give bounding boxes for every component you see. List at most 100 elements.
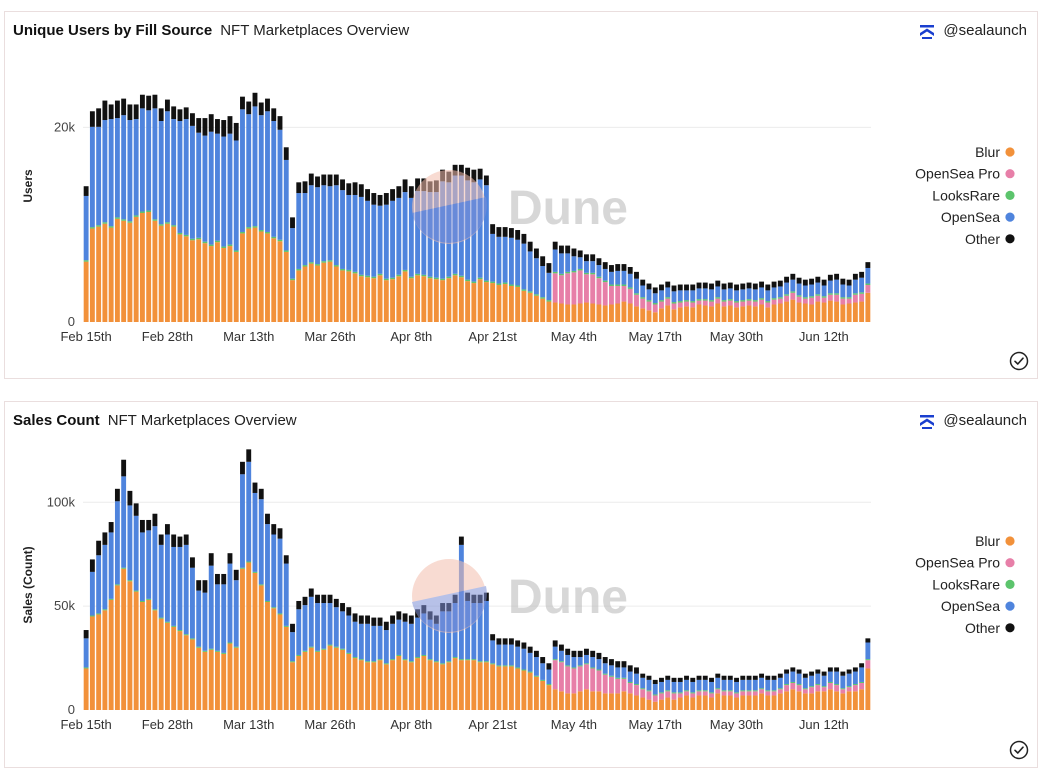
bar-segment-blur[interactable]: [265, 602, 270, 710]
bar-segment-blur[interactable]: [552, 689, 558, 710]
bar-segment-other[interactable]: [852, 273, 858, 280]
bar-segment-blur[interactable]: [283, 251, 289, 322]
bar-segment-looksrare[interactable]: [346, 269, 352, 272]
bar-segment-opensea[interactable]: [727, 679, 733, 691]
bar-segment-other[interactable]: [634, 271, 639, 279]
bar-segment-other[interactable]: [477, 168, 483, 180]
bar-segment-other[interactable]: [458, 536, 464, 545]
bar-segment-blur[interactable]: [690, 307, 696, 322]
bar-segment-blur[interactable]: [333, 266, 339, 322]
bar-segment-other[interactable]: [671, 285, 677, 292]
bar-segment-other[interactable]: [796, 277, 802, 284]
bar-segment-blur[interactable]: [746, 695, 752, 710]
bar-segment-opensea[interactable]: [771, 679, 777, 691]
bar-segment-opensea[interactable]: [102, 544, 108, 610]
bar-segment-other[interactable]: [677, 284, 683, 291]
bar-segment-looksrare[interactable]: [790, 681, 796, 683]
bar-segment-opensea[interactable]: [352, 194, 358, 272]
bar-segment-blur[interactable]: [227, 246, 233, 322]
bar-segment-looksrare[interactable]: [152, 219, 158, 221]
bar-segment-opensea[interactable]: [358, 623, 364, 660]
bar-segment-opensea-pro[interactable]: [865, 285, 871, 293]
bar-segment-blur[interactable]: [671, 699, 677, 710]
bar-segment-blur[interactable]: [734, 697, 739, 710]
bar-segment-other[interactable]: [240, 96, 245, 110]
bar-segment-opensea[interactable]: [834, 671, 840, 685]
bar-segment-opensea[interactable]: [665, 287, 671, 298]
bar-segment-other[interactable]: [383, 193, 389, 205]
bar-segment-looksrare[interactable]: [215, 650, 220, 652]
bar-segment-looksrare[interactable]: [377, 273, 383, 276]
bar-segment-looksrare[interactable]: [221, 652, 227, 654]
bar-segment-other[interactable]: [634, 667, 639, 674]
bar-segment-looksrare[interactable]: [640, 297, 646, 299]
bar-segment-blur[interactable]: [615, 303, 621, 322]
bar-segment-other[interactable]: [465, 167, 471, 181]
bar-segment-blur[interactable]: [396, 656, 402, 710]
bar-segment-looksrare[interactable]: [527, 291, 533, 293]
bar-segment-opensea[interactable]: [139, 532, 145, 601]
bar-segment-looksrare[interactable]: [271, 607, 277, 609]
bar-segment-looksrare[interactable]: [727, 299, 733, 301]
bar-segment-other[interactable]: [302, 596, 308, 606]
bar-segment-other[interactable]: [190, 557, 195, 568]
bar-segment-blur[interactable]: [702, 305, 708, 322]
bar-segment-blur[interactable]: [827, 300, 833, 322]
bar-segment-blur[interactable]: [208, 246, 214, 322]
bar-segment-other[interactable]: [240, 461, 245, 475]
bar-segment-opensea-pro[interactable]: [677, 693, 683, 698]
bar-segment-other[interactable]: [333, 174, 339, 186]
bar-segment-blur[interactable]: [821, 302, 827, 322]
bar-segment-other[interactable]: [302, 181, 308, 194]
bar-segment-other[interactable]: [340, 603, 345, 612]
bar-segment-opensea[interactable]: [596, 265, 602, 277]
bar-segment-opensea[interactable]: [558, 253, 564, 274]
bar-segment-opensea[interactable]: [152, 526, 158, 610]
bar-segment-opensea-pro[interactable]: [565, 666, 571, 694]
bar-segment-opensea[interactable]: [571, 657, 577, 668]
bar-segment-looksrare[interactable]: [296, 268, 302, 271]
check-circle-icon[interactable]: [1009, 351, 1029, 371]
bar-segment-blur[interactable]: [471, 660, 477, 710]
bar-segment-other[interactable]: [852, 667, 858, 672]
bar-segment-opensea[interactable]: [283, 563, 289, 626]
bar-segment-looksrare[interactable]: [721, 690, 727, 692]
bar-segment-other[interactable]: [183, 107, 189, 120]
bar-segment-blur[interactable]: [609, 304, 614, 322]
bar-segment-opensea-pro[interactable]: [709, 693, 714, 698]
bar-segment-looksrare[interactable]: [133, 215, 139, 217]
bar-segment-other[interactable]: [784, 669, 790, 674]
bar-segment-blur[interactable]: [365, 277, 370, 322]
bar-segment-looksrare[interactable]: [471, 659, 477, 661]
bar-segment-opensea[interactable]: [308, 185, 314, 263]
bar-segment-opensea[interactable]: [333, 185, 339, 266]
bar-segment-other[interactable]: [746, 675, 752, 680]
bar-segment-opensea[interactable]: [696, 679, 702, 691]
bar-segment-opensea[interactable]: [102, 120, 108, 223]
bar-segment-opensea-pro[interactable]: [709, 301, 714, 307]
bar-segment-other[interactable]: [721, 283, 727, 290]
bar-segment-other[interactable]: [646, 283, 652, 290]
bar-segment-other[interactable]: [590, 254, 596, 262]
bar-segment-blur[interactable]: [302, 266, 308, 322]
bar-segment-looksrare[interactable]: [646, 300, 652, 302]
bar-segment-other[interactable]: [696, 282, 702, 289]
bar-segment-looksrare[interactable]: [290, 661, 295, 663]
bar-segment-other[interactable]: [265, 513, 270, 525]
bar-segment-other[interactable]: [458, 164, 464, 176]
bar-segment-other[interactable]: [402, 179, 408, 193]
bar-segment-opensea-pro[interactable]: [727, 691, 733, 696]
bar-segment-opensea[interactable]: [277, 538, 283, 614]
bar-segment-looksrare[interactable]: [790, 291, 796, 293]
bar-segment-other[interactable]: [533, 650, 539, 658]
bar-segment-opensea[interactable]: [709, 289, 714, 301]
bar-segment-opensea-pro[interactable]: [671, 303, 677, 310]
bar-segment-other[interactable]: [621, 661, 627, 668]
bar-segment-opensea[interactable]: [784, 673, 790, 685]
bar-segment-other[interactable]: [865, 262, 871, 268]
bar-segment-looksrare[interactable]: [533, 294, 539, 296]
bar-segment-blur[interactable]: [696, 695, 702, 710]
bar-segment-looksrare[interactable]: [702, 299, 708, 301]
bar-segment-other[interactable]: [114, 488, 120, 502]
bar-segment-looksrare[interactable]: [402, 269, 408, 272]
